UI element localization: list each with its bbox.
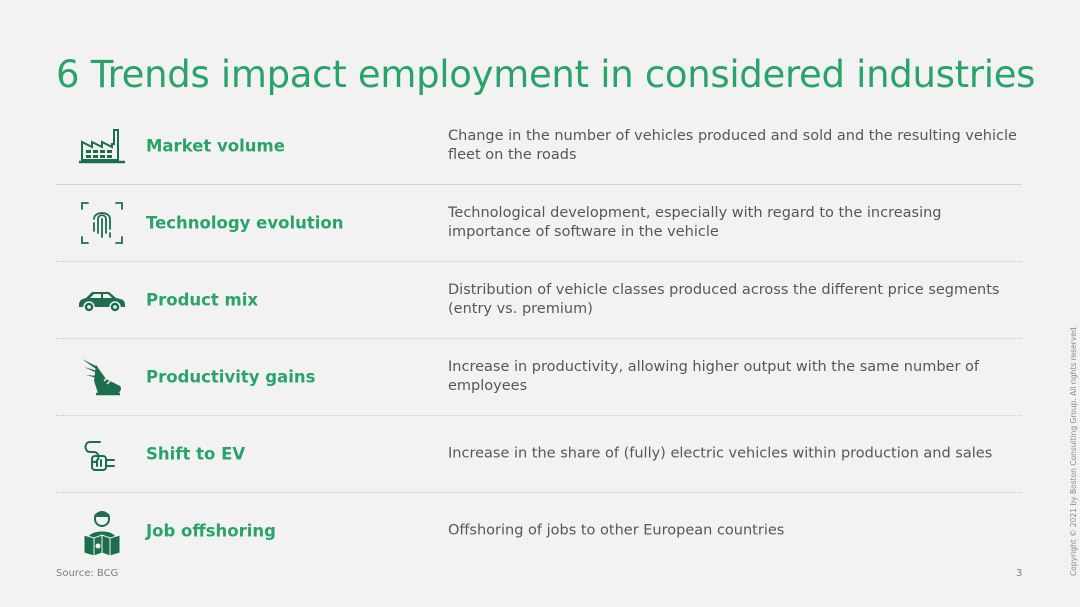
ev-plug-icon [76,428,128,480]
winged-shoe-icon [76,351,128,403]
trend-label: Market volume [146,136,285,156]
page-title: 6 Trends impact employment in considered… [56,53,1036,96]
copyright-notice: Copyright © 2021 by Boston Consulting Gr… [1069,324,1078,576]
trend-label: Productivity gains [146,367,316,387]
trend-row-technology-evolution: Technology evolution Technological devel… [56,185,1022,262]
trend-description: Distribution of vehicle classes produced… [448,282,1000,317]
worker-map-icon [76,505,128,557]
trend-label: Job offshoring [146,521,276,541]
trend-label: Shift to EV [146,444,246,464]
car-icon [76,274,128,326]
trend-description: Change in the number of vehicles produce… [448,128,1017,163]
trend-description: Increase in productivity, allowing highe… [448,359,979,394]
trend-row-job-offshoring: Job offshoring Offshoring of jobs to oth… [56,493,1022,569]
trend-description: Increase in the share of (fully) electri… [448,445,993,462]
trend-description: Offshoring of jobs to other European cou… [448,522,785,539]
trend-row-market-volume: Market volume Change in the number of ve… [56,108,1022,185]
trend-description: Technological development, especially wi… [448,205,942,240]
trend-row-shift-to-ev: Shift to EV Increase in the share of (fu… [56,416,1022,493]
page-number: 3 [1016,568,1023,579]
trend-label: Product mix [146,290,259,310]
trend-row-productivity-gains: Productivity gains Increase in productiv… [56,339,1022,416]
trend-row-product-mix: Product mix Distribution of vehicle clas… [56,262,1022,339]
trend-list: Market volume Change in the number of ve… [56,108,1022,569]
trend-label: Technology evolution [146,213,344,233]
source-note: Source: BCG [56,568,119,579]
factory-icon [76,120,128,172]
fingerprint-icon [76,197,128,249]
